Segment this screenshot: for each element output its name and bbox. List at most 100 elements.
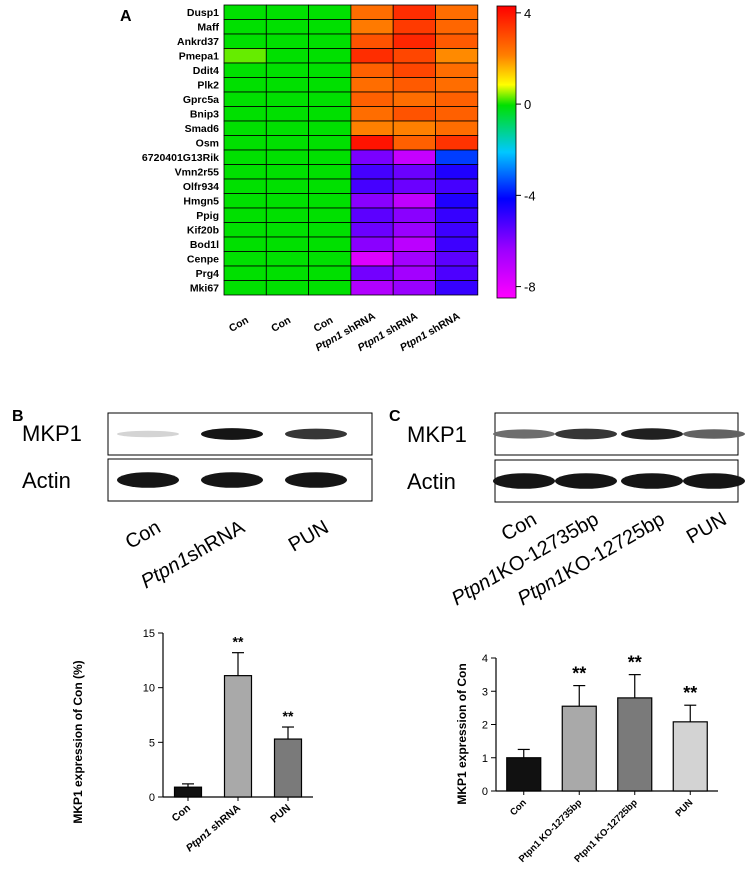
blot-band	[117, 430, 179, 438]
bar	[506, 757, 542, 792]
heatmap-cell	[435, 193, 479, 209]
y-tick-label: 0	[149, 792, 155, 804]
y-tick-label: 5	[149, 737, 155, 749]
heatmap-cell	[223, 135, 267, 151]
heatmap-cell	[392, 193, 436, 209]
panel-letter-b: B	[12, 408, 24, 425]
heatmap-cell	[392, 164, 436, 180]
bar-c-y-axis-label: MKP1 expression of Con	[455, 663, 469, 804]
heatmap-cell	[350, 91, 394, 107]
heatmap: Dusp1 Maff Ankrd37 Pmepa1 Ddit4 Plk2 Gprc5a Bni…	[142, 4, 536, 354]
heatmap-cell	[223, 164, 267, 180]
heatmap-cell	[350, 106, 394, 122]
heatmap-cell	[308, 91, 352, 107]
heatmap-cell	[308, 4, 352, 20]
heatmap-cell	[392, 120, 436, 136]
heatmap-row-label: Bnip3	[190, 109, 219, 121]
heatmap-cell	[265, 106, 309, 122]
heatmap-row-label: Olfr934	[183, 181, 219, 193]
blot-band	[117, 472, 179, 488]
heatmap-cell	[350, 236, 394, 252]
significance-marker: **	[233, 634, 244, 650]
heatmap-cell	[265, 164, 309, 180]
heatmap-cell	[265, 120, 309, 136]
x-tick-label: Con	[170, 802, 193, 824]
heatmap-cell	[223, 265, 267, 281]
heatmap-cell	[350, 62, 394, 78]
heatmap-cell	[308, 33, 352, 49]
blot-b-row-label: MKP1	[22, 421, 82, 446]
heatmap-row-label: Kif20b	[187, 225, 219, 237]
heatmap-cell	[265, 135, 309, 151]
heatmap-row-label: Ankrd37	[177, 36, 219, 48]
heatmap-cell	[308, 62, 352, 78]
y-tick-label: 3	[482, 686, 488, 698]
y-tick-label: 0	[482, 786, 488, 798]
bar	[223, 675, 253, 798]
bar	[273, 738, 303, 798]
bar	[617, 697, 653, 792]
heatmap-cell	[265, 178, 309, 194]
y-tick-label: 2	[482, 720, 488, 732]
heatmap-cell	[435, 77, 479, 93]
significance-marker: **	[283, 708, 294, 724]
western-blot-c: MKP1 Actin ConPtpn1KO-12735bpPtpn1KO-127…	[407, 412, 745, 610]
heatmap-cell	[350, 178, 394, 194]
heatmap-cell	[223, 33, 267, 49]
heatmap-cell	[350, 265, 394, 281]
heatmap-cell	[223, 222, 267, 238]
colorbar: 4 0 -4 -8	[496, 5, 536, 299]
heatmap-cell	[350, 251, 394, 267]
heatmap-cell	[435, 207, 479, 223]
heatmap-cell	[350, 164, 394, 180]
blot-band	[555, 428, 617, 440]
heatmap-column-label: Con	[227, 314, 251, 335]
heatmap-cell	[308, 280, 352, 296]
heatmap-cell	[265, 193, 309, 209]
heatmap-cell	[308, 164, 352, 180]
heatmap-column-label: Con	[312, 314, 336, 335]
panel-letter-c: C	[389, 408, 401, 425]
blot-band	[493, 429, 555, 439]
significance-marker: **	[572, 664, 586, 684]
heatmap-row-label: Mki67	[190, 283, 219, 295]
heatmap-column-label: Con	[269, 314, 293, 335]
heatmap-cell	[392, 222, 436, 238]
heatmap-cell	[265, 207, 309, 223]
heatmap-cell	[223, 19, 267, 35]
colorbar-tick-label: 0	[524, 97, 531, 112]
blot-band	[285, 472, 347, 488]
y-tick-label: 15	[143, 628, 155, 640]
heatmap-row-label: Cenpe	[187, 254, 219, 266]
bar	[561, 705, 597, 792]
blot-b-row-label: Actin	[22, 468, 71, 493]
heatmap-cell	[435, 62, 479, 78]
heatmap-cell	[350, 4, 394, 20]
heatmap-cell	[265, 149, 309, 165]
heatmap-cell	[392, 33, 436, 49]
heatmap-cell	[392, 91, 436, 107]
heatmap-cell	[435, 236, 479, 252]
heatmap-cell	[435, 48, 479, 64]
heatmap-cell	[392, 19, 436, 35]
significance-marker: **	[683, 683, 697, 703]
bar-chart-c: MKP1 expression of Con 0 1 2 3 4 Con ** Ptpn1 K…	[455, 653, 718, 865]
blot-band	[683, 473, 745, 489]
heatmap-cell	[350, 222, 394, 238]
blot-band	[285, 428, 347, 440]
heatmap-cell	[223, 4, 267, 20]
heatmap-row-label: Vmn2r55	[175, 167, 220, 179]
heatmap-cell	[223, 149, 267, 165]
heatmap-cell	[392, 178, 436, 194]
heatmap-cell	[308, 48, 352, 64]
heatmap-cell	[435, 222, 479, 238]
heatmap-row-label: Smad6	[185, 123, 220, 135]
heatmap-cell	[223, 280, 267, 296]
heatmap-cell	[265, 251, 309, 267]
blot-lane-label: Con	[122, 516, 165, 553]
heatmap-cell	[308, 178, 352, 194]
heatmap-cell	[392, 280, 436, 296]
heatmap-row-label: Ppig	[196, 210, 219, 222]
heatmap-cell	[308, 120, 352, 136]
